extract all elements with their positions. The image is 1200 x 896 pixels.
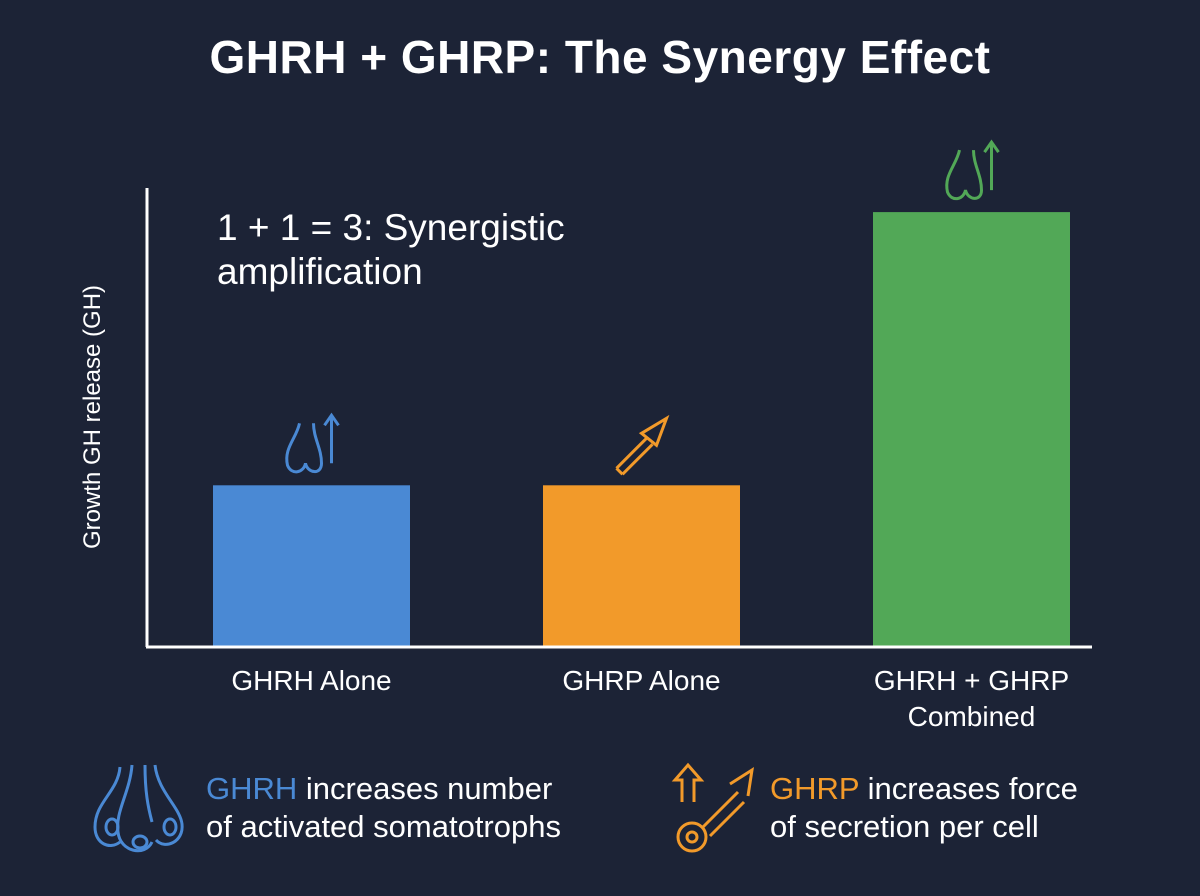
- somatotroph-cells-icon: [93, 764, 184, 853]
- legend-text: of secretion per cell: [770, 809, 1039, 844]
- diagonal-arrow-icon: [615, 414, 670, 476]
- y-axis-label: Growth GH release (GH): [79, 285, 106, 549]
- legend-key-ghrh: GHRH: [206, 771, 298, 806]
- legend-text: increases number: [297, 771, 553, 806]
- legend-text: of activated somatotrophs: [206, 809, 561, 844]
- legend-item-ghrp: GHRP increases force of secretion per ce…: [670, 762, 1078, 853]
- x-tick-label: GHRH Alone: [231, 665, 391, 696]
- somatotroph-up-arrow-icon: [945, 139, 1000, 201]
- legend-item-ghrh: GHRH increases number of activated somat…: [90, 764, 561, 853]
- synergy-annotation: 1 + 1 = 3: Synergistic amplification: [217, 207, 565, 292]
- somatotroph-up-arrow-icon: [285, 412, 340, 474]
- bar-2: [873, 212, 1070, 646]
- x-tick-label: Combined: [908, 701, 1036, 732]
- x-tick-label: GHRH + GHRP: [874, 665, 1069, 696]
- secretion-force-arrow-icon: [671, 762, 754, 853]
- bar-1: [543, 485, 740, 646]
- x-tick-label: GHRP Alone: [562, 665, 720, 696]
- legend-text: increases force: [859, 771, 1078, 806]
- chart-title: GHRH + GHRP: The Synergy Effect: [209, 31, 991, 83]
- bar-0: [213, 485, 410, 646]
- legend-key-ghrp: GHRP: [770, 771, 860, 806]
